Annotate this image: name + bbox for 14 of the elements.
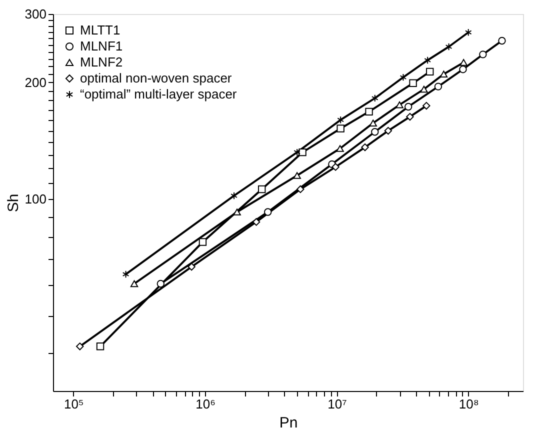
y-tick-label: 200: [24, 74, 46, 90]
legend-label: MLTT1: [80, 22, 120, 38]
legend-label: MLNF2: [80, 54, 123, 70]
x-axis-title: Pn: [279, 414, 298, 432]
x-tick-label: 10⁶: [196, 396, 216, 412]
y-tick-label: 100: [24, 192, 46, 207]
y-tick-label: 300: [24, 6, 46, 22]
y-axis-title: Sh: [4, 194, 22, 212]
x-tick-label: 10⁸: [458, 396, 479, 412]
legend-label: optimal non-woven spacer: [80, 70, 232, 86]
legend-label: MLNF1: [80, 38, 123, 54]
x-tick-label: 10⁵: [64, 396, 84, 412]
x-tick-label: 10⁷: [328, 396, 348, 412]
legend-label: “optimal” multi-layer spacer: [80, 86, 238, 102]
